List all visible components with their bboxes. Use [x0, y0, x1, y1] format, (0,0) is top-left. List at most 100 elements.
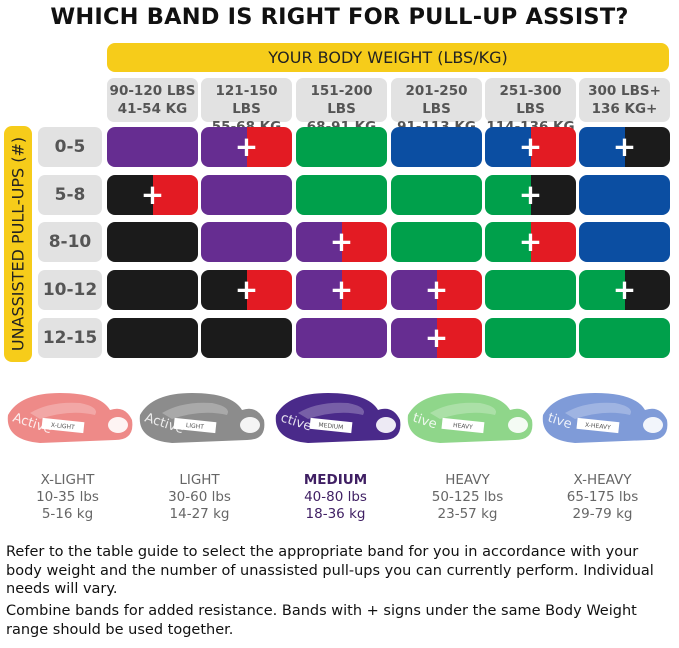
band-cell: +: [201, 270, 292, 310]
band-cell: +: [391, 270, 482, 310]
pullup-row-header: 5-8: [38, 175, 102, 215]
green-band-swatch: [391, 222, 482, 262]
band-label: X-HEAVY 65-175 lbs 29-79 kg: [535, 472, 670, 523]
plus-icon: +: [234, 130, 259, 163]
purple-band-swatch: [296, 318, 387, 358]
band-name: HEAVY: [445, 472, 490, 488]
green-band-swatch: [485, 270, 576, 310]
band-kg: 18-36 kg: [305, 506, 366, 522]
pullups-header-label: UNASSISTED PULL-UPS (#): [8, 136, 28, 352]
band-kg: 29-79 kg: [572, 506, 633, 522]
band-cell: +: [201, 127, 292, 167]
purple-band-swatch: [201, 222, 292, 262]
band-lbs: 10-35 lbs: [36, 489, 99, 505]
black-band-swatch: [624, 127, 670, 167]
plus-icon: +: [612, 273, 637, 306]
red-band-swatch: [246, 270, 292, 310]
green-band-swatch: [485, 318, 576, 358]
weight-kg: 41-54 KG: [117, 101, 188, 117]
black-band-swatch: [201, 318, 292, 358]
band-label: X-LIGHT 10-35 lbs 5-16 kg: [0, 472, 135, 523]
band-tag: X-HEAVY: [585, 422, 612, 432]
band-tag: X-LIGHT: [51, 422, 76, 431]
weight-column-header: 251-300 LBS114-136 KG: [485, 78, 576, 135]
green-band-swatch: [485, 175, 531, 215]
weight-lbs: 251-300 LBS: [499, 83, 562, 117]
brand-logo-text: tive: [546, 411, 574, 433]
plus-icon: +: [329, 225, 354, 258]
plus-icon: +: [329, 273, 354, 306]
band-cell: [579, 175, 670, 215]
band-cell: [296, 318, 387, 358]
band-cell: [201, 175, 292, 215]
resistance-band-image: MEDIUM ctive: [268, 385, 403, 460]
band-label: LIGHT 30-60 lbs 14-27 kg: [132, 472, 267, 523]
green-band-swatch: [579, 318, 670, 358]
pullups-header: UNASSISTED PULL-UPS (#): [4, 126, 32, 362]
weight-column-header: 90-120 LBS 41-54 KG: [107, 78, 198, 122]
blue-band-swatch: [391, 127, 482, 167]
band-cell: +: [296, 222, 387, 262]
plus-icon: +: [424, 273, 449, 306]
band-label: HEAVY 50-125 lbs 23-57 kg: [400, 472, 535, 523]
band-name: LIGHT: [179, 472, 220, 488]
band-lbs: 65-175 lbs: [566, 489, 639, 505]
black-band-swatch: [107, 270, 198, 310]
band-cell: [201, 318, 292, 358]
weight-lbs: 300 LBS+: [588, 83, 661, 99]
band-cell: [391, 222, 482, 262]
green-band-swatch: [485, 222, 531, 262]
band-kg: 23-57 kg: [437, 506, 498, 522]
band-tag: LIGHT: [186, 422, 205, 431]
band-kg: 5-16 kg: [41, 506, 94, 522]
purple-band-swatch: [296, 222, 342, 262]
black-band-swatch: [107, 222, 198, 262]
weight-column-header: 151-200 LBS68-91 KG: [296, 78, 387, 135]
purple-band-swatch: [201, 175, 292, 215]
band-cell: [107, 222, 198, 262]
purple-band-swatch: [201, 127, 247, 167]
instruction-text: Refer to the table guide to select the a…: [6, 544, 654, 597]
band-cell: [579, 318, 670, 358]
plus-icon: +: [140, 178, 165, 211]
band-cell: [107, 127, 198, 167]
band-cell: +: [579, 127, 670, 167]
pullup-row-header: 0-5: [38, 127, 102, 167]
band-name: X-HEAVY: [573, 472, 632, 488]
red-band-swatch: [530, 222, 576, 262]
resistance-band-image: LIGHT Active: [132, 385, 267, 460]
band-lbs: 50-125 lbs: [431, 489, 504, 505]
band-cell: [391, 127, 482, 167]
red-band-swatch: [246, 127, 292, 167]
pullup-row-header: 10-12: [38, 270, 102, 310]
purple-band-swatch: [296, 270, 342, 310]
red-band-swatch: [530, 127, 576, 167]
band-cell: +: [579, 270, 670, 310]
band-label: MEDIUM 40-80 lbs 18-36 kg: [268, 472, 403, 523]
purple-band-swatch: [391, 270, 437, 310]
green-band-swatch: [296, 175, 387, 215]
band-lbs: 30-60 lbs: [168, 489, 231, 505]
purple-band-swatch: [391, 318, 437, 358]
band-cell: +: [485, 222, 576, 262]
band-cell: [201, 222, 292, 262]
blue-band-swatch: [485, 127, 531, 167]
band-cell: [391, 175, 482, 215]
red-band-swatch: [341, 270, 387, 310]
band-name: X-LIGHT: [40, 472, 95, 488]
red-band-swatch: [341, 222, 387, 262]
band-cell: [107, 318, 198, 358]
red-band-swatch: [152, 175, 198, 215]
weight-kg: 136 KG+: [591, 101, 658, 117]
band-lbs: 40-80 lbs: [304, 489, 367, 505]
pullup-row-header: 8-10: [38, 222, 102, 262]
black-band-swatch: [107, 318, 198, 358]
band-cell: +: [107, 175, 198, 215]
band-cell: [107, 270, 198, 310]
green-band-swatch: [296, 127, 387, 167]
blue-band-swatch: [579, 175, 670, 215]
resistance-band-image: X-HEAVY tive: [535, 385, 670, 460]
weight-column-header: 121-150 LBS55-68 KG: [201, 78, 292, 135]
black-band-swatch: [530, 175, 576, 215]
weight-lbs: 90-120 LBS: [109, 83, 196, 99]
